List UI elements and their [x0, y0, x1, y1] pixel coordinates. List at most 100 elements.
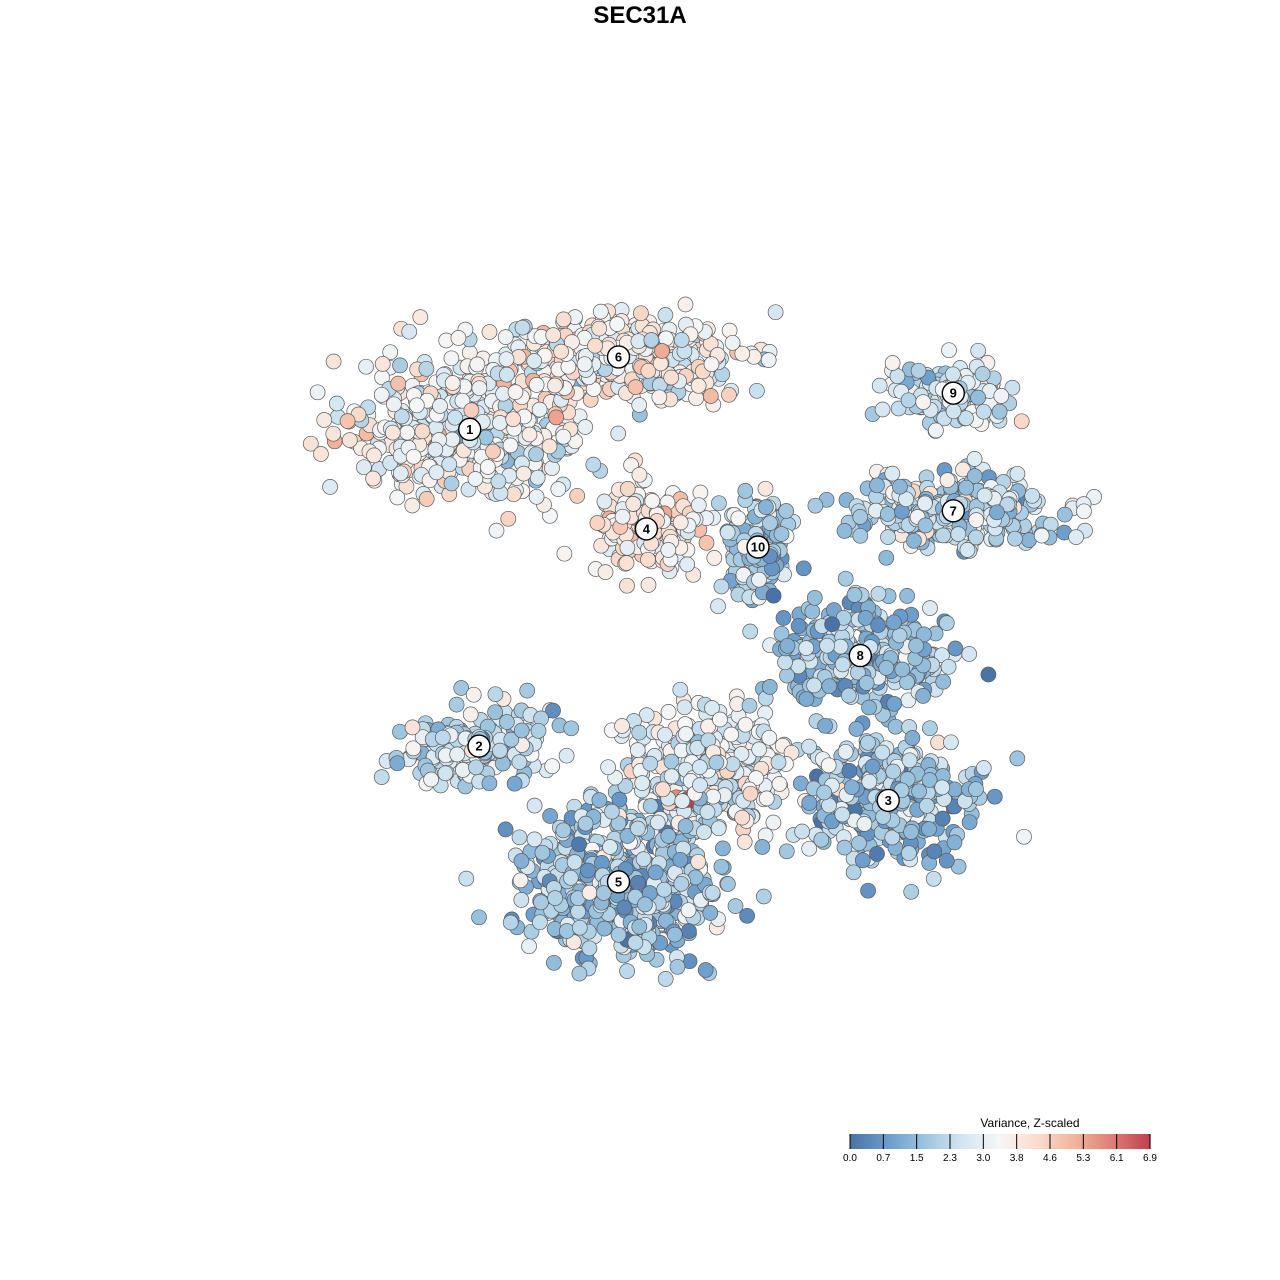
- cell-point: [630, 874, 646, 891]
- cell-point: [555, 822, 572, 839]
- colorbar-segment: [1022, 1134, 1025, 1149]
- colorbar-segment: [910, 1134, 913, 1149]
- cell-point: [463, 402, 480, 419]
- cell-point: [778, 503, 795, 519]
- cell-point: [526, 831, 543, 848]
- cell-point: [837, 743, 854, 760]
- colorbar-segment: [972, 1134, 975, 1149]
- cell-point: [779, 637, 796, 654]
- cell-point: [934, 647, 950, 664]
- cell-point: [592, 303, 609, 320]
- colorbar-segment: [1148, 1134, 1151, 1149]
- colorbar-segment: [1094, 1134, 1097, 1149]
- cell-point: [479, 459, 496, 475]
- colorbar-segment: [1086, 1134, 1089, 1149]
- cell-point: [511, 829, 528, 846]
- cell-point: [655, 781, 671, 798]
- colorbar-segment: [1124, 1134, 1127, 1149]
- colorbar-segment: [912, 1134, 915, 1149]
- cell-point: [521, 938, 537, 955]
- cell-point: [642, 755, 659, 772]
- cell-point: [767, 304, 784, 321]
- cell-point: [633, 305, 649, 322]
- cell-point: [690, 497, 707, 514]
- cell-point: [678, 726, 694, 742]
- colorbar-segment: [1078, 1134, 1081, 1149]
- cell-point: [488, 522, 505, 539]
- cell-point: [848, 721, 865, 737]
- cell-point: [569, 487, 586, 504]
- cell-point: [899, 588, 915, 604]
- cell-point: [1033, 527, 1050, 544]
- cell-point: [945, 366, 961, 383]
- cell-point: [765, 587, 782, 604]
- cluster-label-8: 8: [857, 648, 864, 663]
- cell-point: [325, 353, 342, 370]
- cell-point: [544, 460, 560, 476]
- cell-point: [801, 738, 817, 755]
- cell-point: [631, 466, 648, 483]
- cluster-label-marker: [634, 517, 659, 541]
- colorbar-segment: [1018, 1134, 1021, 1149]
- colorbar-segment: [970, 1134, 973, 1149]
- colorbar-segment: [864, 1134, 867, 1149]
- cell-point: [968, 512, 985, 528]
- colorbar-segment: [1052, 1134, 1055, 1149]
- cell-point: [374, 356, 391, 372]
- cell-point: [513, 892, 530, 908]
- colorbar-segment: [1100, 1134, 1103, 1149]
- cell-point: [458, 870, 475, 887]
- colorbar-tick-label: 1.5: [910, 1153, 924, 1164]
- cell-point: [408, 397, 425, 414]
- cell-point: [1024, 487, 1040, 504]
- cell-point: [794, 823, 810, 840]
- cell-point: [975, 403, 992, 420]
- colorbar-segment: [938, 1134, 941, 1149]
- cell-point: [644, 493, 661, 509]
- cell-point: [541, 438, 558, 455]
- cell-point: [498, 351, 515, 368]
- colorbar-segment: [862, 1134, 865, 1149]
- cell-point: [640, 551, 656, 568]
- cluster-label-marker: [941, 499, 965, 523]
- cell-point: [550, 481, 567, 497]
- colorbar-segment: [894, 1134, 897, 1149]
- cell-point: [611, 791, 628, 808]
- cell-point: [656, 881, 673, 898]
- cell-point: [806, 589, 823, 606]
- cell-point: [889, 368, 906, 385]
- cell-point: [505, 486, 522, 503]
- cell-point: [449, 746, 466, 763]
- cell-point: [926, 843, 943, 860]
- colorbar-segment: [1038, 1134, 1041, 1149]
- colorbar-segment: [1122, 1134, 1125, 1149]
- colorbar-segment: [996, 1134, 999, 1149]
- cell-point: [610, 926, 627, 943]
- cell-point: [571, 836, 587, 853]
- cluster-label-7: 7: [950, 503, 957, 518]
- cell-point: [619, 963, 635, 979]
- cell-point: [404, 719, 421, 736]
- cell-point: [471, 909, 487, 926]
- colorbar-tick-label: 3.0: [976, 1153, 990, 1164]
- cell-point: [968, 529, 984, 546]
- cell-point: [915, 394, 932, 410]
- cell-point: [773, 526, 790, 542]
- cluster-label-4: 4: [643, 521, 651, 536]
- cell-point: [497, 329, 514, 345]
- cell-point: [705, 788, 721, 805]
- cell-point: [556, 545, 573, 562]
- cell-point: [534, 844, 551, 861]
- cell-point: [817, 717, 833, 734]
- cell-point: [649, 814, 666, 831]
- cell-point: [892, 478, 908, 495]
- cell-point: [871, 377, 888, 394]
- cell-point: [585, 456, 602, 473]
- cell-point: [565, 934, 582, 950]
- cell-point: [761, 729, 778, 746]
- colorbar-segment: [1016, 1134, 1019, 1149]
- colorbar-segment: [1042, 1134, 1045, 1149]
- cell-point: [562, 869, 579, 886]
- cell-point: [542, 808, 558, 824]
- colorbar-segment: [858, 1134, 861, 1149]
